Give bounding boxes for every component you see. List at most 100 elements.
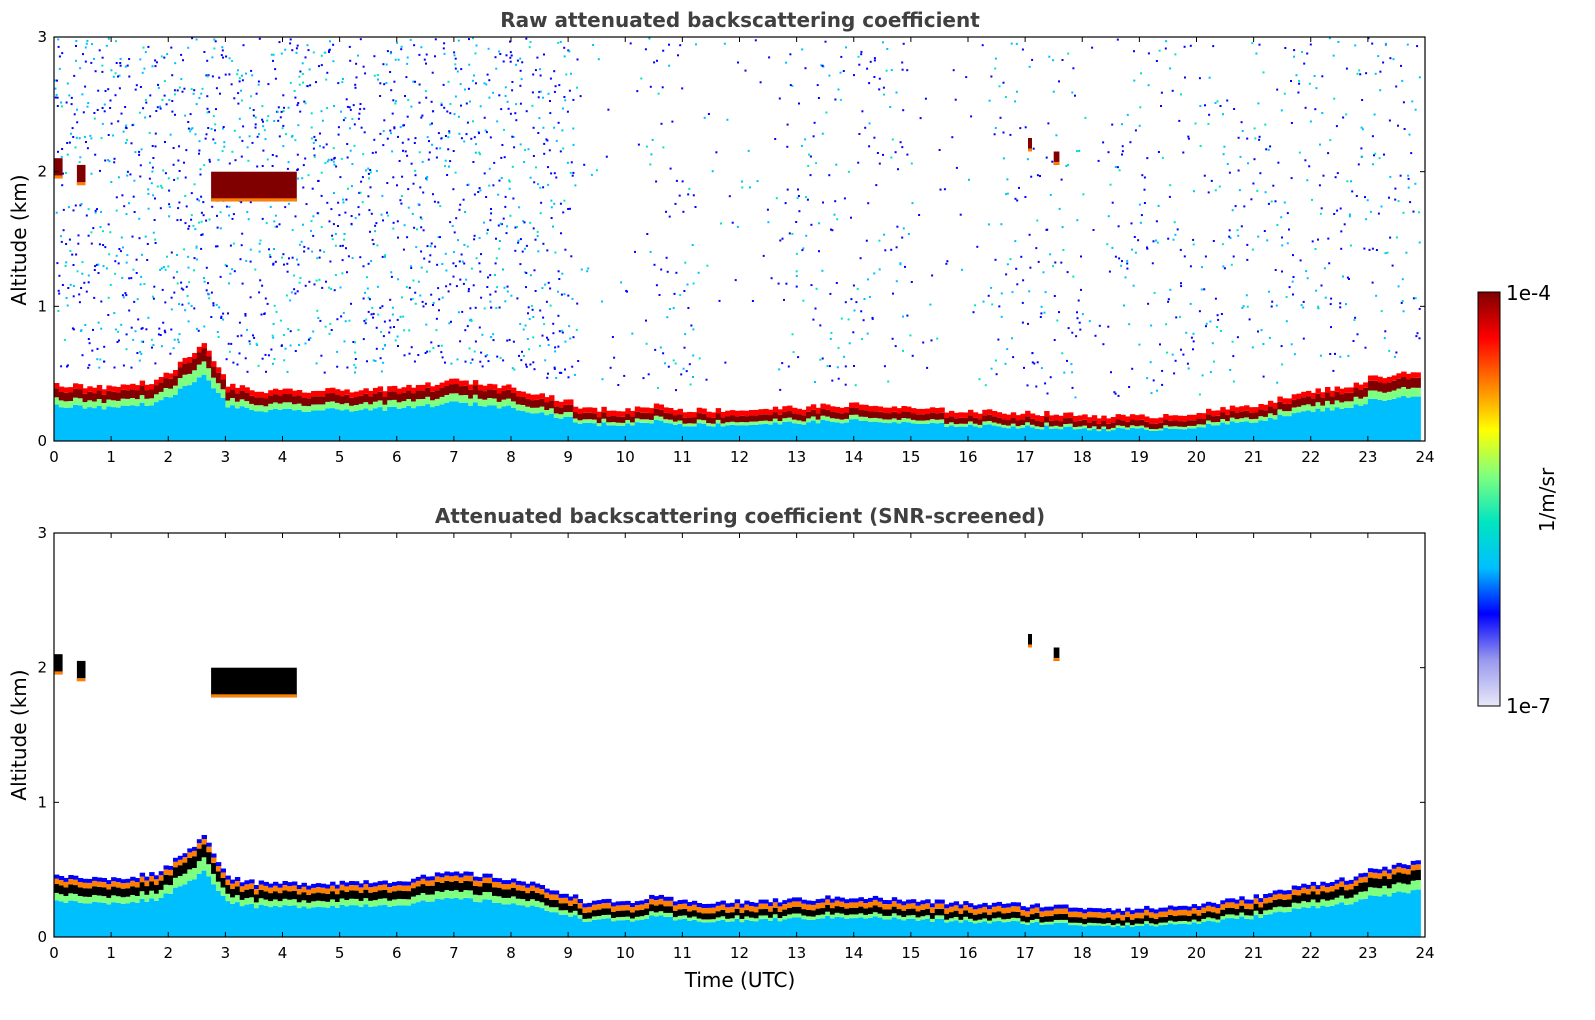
noise-speckle-point xyxy=(138,111,141,114)
aerosol-column-base xyxy=(258,904,265,937)
noise-speckle-point xyxy=(254,268,257,271)
noise-speckle-point xyxy=(954,98,957,101)
noise-speckle-point xyxy=(283,359,286,362)
noise-speckle-point xyxy=(101,56,104,59)
aerosol-column-mid xyxy=(625,916,631,920)
aerosol-column-mid xyxy=(982,918,988,922)
noise-speckle-point xyxy=(152,231,155,234)
noise-speckle-point xyxy=(451,225,454,227)
aerosol-column-mid xyxy=(1120,425,1126,429)
aerosol-column-mid xyxy=(1068,423,1074,427)
aerosol-column-halo xyxy=(230,879,236,884)
noise-speckle-point xyxy=(164,172,167,175)
noise-speckle-point xyxy=(1052,265,1054,268)
aerosol-column-core xyxy=(649,904,655,912)
noise-speckle-point xyxy=(488,167,491,170)
noise-speckle-point xyxy=(323,250,326,253)
noise-speckle-point xyxy=(389,129,392,132)
noise-speckle-point xyxy=(140,352,143,355)
noise-speckle-point xyxy=(435,317,438,320)
aerosol-column-halo xyxy=(106,880,112,885)
noise-speckle-point xyxy=(181,90,184,93)
aerosol-column-core xyxy=(325,393,331,402)
noise-speckle-point xyxy=(499,53,502,55)
panel-title: Attenuated backscattering coefficient (S… xyxy=(435,504,1045,528)
aerosol-column-edge xyxy=(591,407,598,414)
aerosol-column-mid xyxy=(363,898,369,905)
aerosol-column-mid xyxy=(382,898,388,905)
noise-speckle-point xyxy=(1169,184,1172,187)
noise-speckle-point xyxy=(66,364,69,367)
aerosol-column-base xyxy=(844,918,850,937)
noise-speckle-point xyxy=(115,196,118,199)
aerosol-column-mid xyxy=(753,421,760,425)
aerosol-column-base xyxy=(625,423,631,441)
aerosol-column-mid xyxy=(1115,425,1121,428)
aerosol-column-edge xyxy=(249,883,255,889)
noise-speckle-point xyxy=(87,338,90,340)
aerosol-column-core xyxy=(696,912,703,919)
noise-speckle-point xyxy=(1304,106,1307,109)
aerosol-column-base xyxy=(582,422,588,441)
aerosol-column-base xyxy=(815,423,822,441)
noise-speckle-point xyxy=(1134,251,1137,254)
noise-speckle-point xyxy=(485,131,488,134)
aerosol-column-edge xyxy=(101,389,107,395)
aerosol-column-base xyxy=(753,424,760,441)
plot-background xyxy=(54,37,1425,441)
aerosol-column-mid xyxy=(192,370,198,383)
aerosol-column-core xyxy=(910,908,917,916)
aerosol-column-halo xyxy=(411,878,417,883)
aerosol-column-edge xyxy=(987,409,993,415)
aerosol-column-base xyxy=(77,902,84,937)
noise-speckle-point xyxy=(379,95,382,97)
noise-speckle-point xyxy=(1143,188,1146,191)
aerosol-column-edge xyxy=(977,908,983,914)
aerosol-column-base xyxy=(506,904,512,937)
aerosol-column-mid xyxy=(54,397,60,405)
noise-speckle-point xyxy=(298,83,301,86)
aerosol-column-halo xyxy=(663,896,669,901)
noise-speckle-point xyxy=(543,323,546,326)
x-tick-label: 24 xyxy=(1415,448,1434,466)
aerosol-column-core xyxy=(906,412,912,419)
noise-speckle-point xyxy=(367,296,370,299)
aerosol-column-edge xyxy=(753,906,760,913)
noise-speckle-point xyxy=(943,188,946,191)
noise-speckle-point xyxy=(668,64,671,67)
aerosol-column-core xyxy=(234,886,241,896)
aerosol-column-mid xyxy=(396,898,403,906)
noise-speckle-point xyxy=(487,276,489,279)
noise-speckle-point xyxy=(797,356,800,359)
aerosol-column-core xyxy=(463,385,469,395)
noise-speckle-point xyxy=(907,233,910,235)
noise-speckle-point xyxy=(1329,353,1332,355)
aerosol-column-mid xyxy=(901,917,907,921)
noise-speckle-point xyxy=(469,319,471,322)
aerosol-column-edge xyxy=(929,907,936,913)
aerosol-column-base xyxy=(411,408,417,441)
aerosol-column-base xyxy=(1377,399,1383,441)
aerosol-column-mid xyxy=(253,902,260,909)
aerosol-column-halo xyxy=(744,900,750,905)
noise-speckle-point xyxy=(496,355,499,358)
noise-speckle-point xyxy=(1288,228,1290,231)
aerosol-column-base xyxy=(520,905,526,937)
noise-speckle-point xyxy=(134,151,137,154)
aerosol-column-core xyxy=(1291,399,1298,408)
noise-speckle-point xyxy=(337,133,340,136)
noise-speckle-point xyxy=(543,152,546,155)
noise-speckle-point xyxy=(497,224,500,227)
aerosol-column-base xyxy=(882,423,888,441)
noise-speckle-point xyxy=(313,155,316,158)
noise-speckle-point xyxy=(1071,331,1074,334)
noise-speckle-point xyxy=(447,136,450,139)
aerosol-column-edge xyxy=(829,902,836,909)
noise-speckle-point xyxy=(122,130,125,133)
aerosol-column-base xyxy=(415,902,422,937)
noise-speckle-point xyxy=(279,116,282,119)
aerosol-column-edge xyxy=(1129,414,1136,420)
aerosol-column-edge xyxy=(1182,415,1188,422)
aerosol-column-core xyxy=(463,880,469,891)
aerosol-column-edge xyxy=(749,906,755,912)
